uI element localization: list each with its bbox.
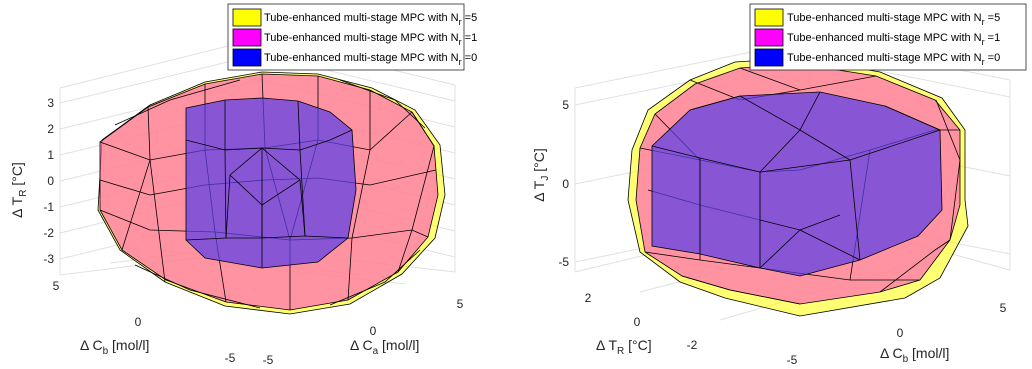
legend-label: Tube-enhanced multi-stage MPC with Nr =5: [264, 12, 477, 27]
right-x-tick: 5: [1000, 301, 1007, 315]
left-x-tick: -5: [263, 353, 274, 367]
left-y-tick: 5: [53, 279, 60, 293]
right-x-tick: -5: [787, 353, 798, 367]
left-z-tick: 2: [47, 122, 54, 136]
left-y-tick: 0: [135, 315, 142, 329]
left-x-axis-label: Δ Ca [mol/l]: [350, 337, 419, 357]
legend-swatch: [232, 28, 262, 47]
right-legend-entry-nr5: Tube-enhanced multi-stage MPC with Nr =5: [754, 8, 1000, 27]
right-plot: 5 0 -5 2 0 -2 -5 0 5 Δ TJ [°C] Δ TR [°C]…: [531, 3, 1027, 367]
right-y-axis-label: Δ TR [°C]: [596, 337, 652, 357]
left-z-ticks: 3 2 1 0 -1 -2 -3: [43, 96, 54, 266]
left-legend-entry-nr0: Tube-enhanced multi-stage MPC with Nr =0: [232, 48, 477, 67]
legend-label: Tube-enhanced multi-stage MPC with Nr =5: [787, 12, 1000, 27]
left-y-tick: -5: [225, 351, 236, 365]
left-legend-entry-nr5: Tube-enhanced multi-stage MPC with Nr =5: [232, 8, 477, 27]
right-legend-entry-nr0: Tube-enhanced multi-stage MPC with Nr =0: [754, 48, 1000, 67]
right-z-tick: -5: [558, 255, 569, 269]
legend-label: Tube-enhanced multi-stage MPC with Nr =0: [787, 52, 1000, 67]
right-y-tick: 0: [634, 315, 641, 329]
left-z-tick: -2: [43, 226, 54, 240]
left-y-ticks: 5 0 -5: [53, 279, 236, 365]
left-z-tick: 0: [47, 174, 54, 188]
legend-label: Tube-enhanced multi-stage MPC with Nr =0: [264, 52, 477, 67]
right-z-tick: 5: [562, 98, 569, 112]
left-z-tick: 1: [47, 148, 54, 162]
legend-swatch: [232, 8, 262, 27]
legend-label: Tube-enhanced multi-stage MPC with Nr =1: [264, 32, 477, 47]
left-z-tick: -3: [43, 252, 54, 266]
legend-swatch: [232, 48, 262, 67]
left-x-tick: 5: [457, 297, 464, 311]
left-plot: 3 2 1 0 -1 -2 -3 5 0 -5 -5 0 5 Δ TR [°C]…: [9, 3, 477, 367]
legend-label: Tube-enhanced multi-stage MPC with Nr =1: [787, 32, 1000, 47]
right-x-axis-label: Δ Cb [mol/l]: [880, 345, 949, 365]
left-z-axis-label: Δ TR [°C]: [9, 162, 29, 218]
left-z-tick: 3: [47, 96, 54, 110]
right-set-nr0: [651, 91, 943, 277]
left-z-tick: -1: [43, 200, 54, 214]
right-legend-entry-nr1: Tube-enhanced multi-stage MPC with Nr =1: [754, 28, 1000, 47]
left-set-nr0: [185, 97, 357, 269]
right-z-ticks: 5 0 -5: [558, 98, 569, 269]
legend-swatch: [754, 28, 784, 47]
right-z-tick: 0: [562, 177, 569, 191]
left-x-ticks: -5 0 5: [263, 297, 464, 367]
left-y-axis-label: Δ Cb [mol/l]: [80, 337, 149, 357]
right-x-tick: 0: [897, 326, 904, 340]
right-y-ticks: 2 0 -2: [585, 291, 698, 352]
left-x-tick: 0: [370, 324, 377, 338]
left-legend-entry-nr1: Tube-enhanced multi-stage MPC with Nr =1: [232, 28, 477, 47]
legend-swatch: [754, 8, 784, 27]
legend-swatch: [754, 48, 784, 67]
right-z-axis-label: Δ TJ [°C]: [531, 148, 551, 201]
right-legend: Tube-enhanced multi-stage MPC with Nr =5…: [749, 3, 1027, 71]
right-y-tick: -2: [687, 338, 698, 352]
right-x-ticks: -5 0 5: [787, 301, 1007, 367]
left-legend: Tube-enhanced multi-stage MPC with Nr =5…: [227, 3, 477, 71]
right-y-tick: 2: [585, 291, 592, 305]
